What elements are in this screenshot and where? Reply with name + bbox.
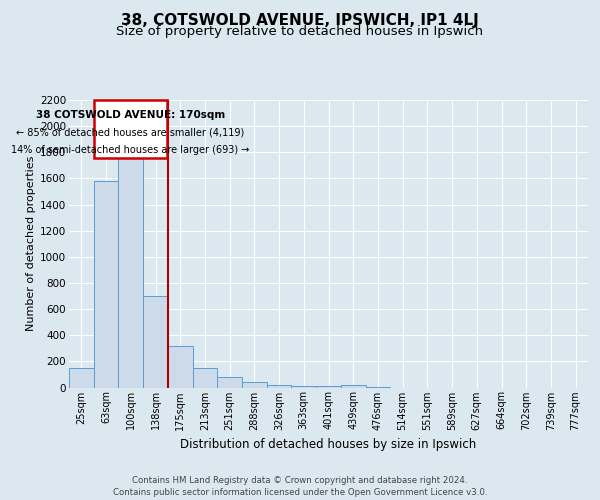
Bar — [168, 346, 193, 388]
Bar — [69, 368, 94, 388]
Text: ← 85% of detached houses are smaller (4,119): ← 85% of detached houses are smaller (4,… — [16, 128, 245, 138]
Bar — [341, 385, 365, 388]
Text: 14% of semi-detached houses are larger (693) →: 14% of semi-detached houses are larger (… — [11, 145, 250, 155]
Bar — [94, 181, 118, 388]
Text: Contains HM Land Registry data © Crown copyright and database right 2024.: Contains HM Land Registry data © Crown c… — [132, 476, 468, 485]
Text: Size of property relative to detached houses in Ipswich: Size of property relative to detached ho… — [116, 25, 484, 38]
Bar — [292, 386, 316, 388]
Bar — [316, 386, 341, 388]
Bar — [143, 296, 168, 388]
Text: 38 COTSWOLD AVENUE: 170sqm: 38 COTSWOLD AVENUE: 170sqm — [36, 110, 225, 120]
Bar — [217, 377, 242, 388]
Bar — [365, 387, 390, 388]
Bar — [118, 158, 143, 388]
Text: Contains public sector information licensed under the Open Government Licence v3: Contains public sector information licen… — [113, 488, 487, 497]
X-axis label: Distribution of detached houses by size in Ipswich: Distribution of detached houses by size … — [181, 438, 476, 451]
Text: 38, COTSWOLD AVENUE, IPSWICH, IP1 4LJ: 38, COTSWOLD AVENUE, IPSWICH, IP1 4LJ — [121, 12, 479, 28]
Bar — [193, 368, 217, 388]
Bar — [242, 382, 267, 388]
Y-axis label: Number of detached properties: Number of detached properties — [26, 156, 36, 332]
Bar — [267, 385, 292, 388]
